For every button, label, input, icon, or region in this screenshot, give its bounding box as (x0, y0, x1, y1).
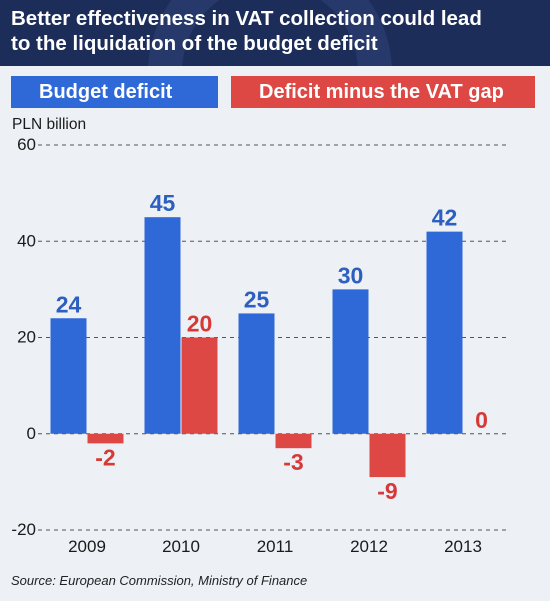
chart-title: Better effectiveness in VAT collection c… (11, 7, 482, 55)
data-label: 20 (187, 311, 213, 337)
y-tick-label: 60 (17, 135, 36, 154)
legend-budget-deficit: Budget deficit (11, 76, 218, 108)
data-label: 24 (56, 291, 82, 317)
x-tick-label: 2010 (162, 537, 200, 556)
data-label: -2 (95, 444, 115, 470)
data-label: 25 (244, 286, 270, 312)
bar-budget-deficit (144, 217, 181, 434)
bar-deficit-minus-vat-gap (87, 433, 124, 444)
x-tick-label: 2012 (350, 537, 388, 556)
bar-budget-deficit (238, 313, 275, 434)
data-label: -3 (283, 449, 303, 475)
y-tick-label: 0 (27, 424, 36, 443)
chart-header: Better effectiveness in VAT collection c… (0, 0, 550, 66)
legend-deficit-minus-vat-gap: Deficit minus the VAT gap (231, 76, 535, 108)
y-axis-unit-label: PLN billion (12, 116, 87, 133)
bar-deficit-minus-vat-gap (181, 337, 218, 434)
bar-budget-deficit (50, 318, 87, 434)
bar-budget-deficit (332, 289, 369, 434)
data-label: 0 (475, 407, 488, 433)
bar-deficit-minus-vat-gap (275, 433, 312, 449)
data-label: 45 (150, 190, 176, 216)
y-tick-label: 20 (17, 328, 36, 347)
data-label: 42 (432, 205, 458, 231)
source-note: Source: European Commission, Ministry of… (11, 573, 308, 588)
data-label: -9 (377, 478, 397, 504)
x-tick-label: 2009 (68, 537, 106, 556)
bar-deficit-minus-vat-gap (369, 433, 406, 478)
x-tick-label: 2011 (257, 537, 294, 556)
y-tick-label: -20 (11, 520, 36, 539)
data-label: 30 (338, 262, 364, 288)
y-tick-label: 40 (17, 231, 36, 250)
x-tick-label: 2013 (444, 537, 482, 556)
bar-budget-deficit (426, 231, 463, 434)
